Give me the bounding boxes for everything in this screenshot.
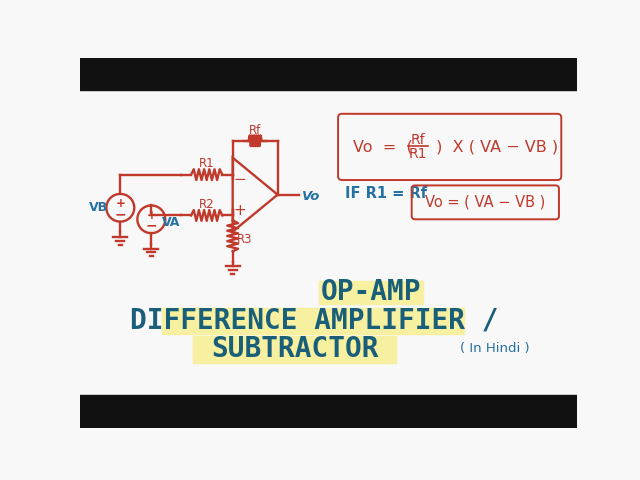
Text: Rf: Rf — [249, 124, 261, 137]
Text: DIFFERENCE AMPLIFIER /: DIFFERENCE AMPLIFIER / — [130, 307, 499, 335]
Text: −: − — [233, 172, 246, 187]
Text: IF R1 = Rf: IF R1 = Rf — [345, 186, 427, 202]
Text: Vo: Vo — [303, 190, 321, 203]
Text: Vo  =  (: Vo = ( — [353, 139, 413, 155]
Text: OP-AMP: OP-AMP — [321, 278, 421, 306]
Text: R1: R1 — [199, 157, 214, 170]
Text: VA: VA — [163, 216, 180, 229]
Text: Vo = ( VA − VB ): Vo = ( VA − VB ) — [425, 195, 545, 210]
Text: −: − — [145, 218, 157, 232]
Text: R3: R3 — [237, 233, 253, 246]
Text: R2: R2 — [199, 198, 214, 211]
Text: VB: VB — [89, 201, 108, 214]
Text: +: + — [147, 209, 156, 222]
Text: +: + — [233, 203, 246, 218]
Text: SUBTRACTOR: SUBTRACTOR — [212, 336, 380, 363]
Text: Rf: Rf — [411, 133, 425, 147]
Text: )  X ( VA − VB ): ) X ( VA − VB ) — [431, 139, 558, 155]
Text: R1: R1 — [409, 147, 427, 161]
Text: −: − — [115, 207, 126, 221]
Text: ( In Hindi ): ( In Hindi ) — [460, 342, 529, 355]
Text: +: + — [115, 197, 125, 210]
